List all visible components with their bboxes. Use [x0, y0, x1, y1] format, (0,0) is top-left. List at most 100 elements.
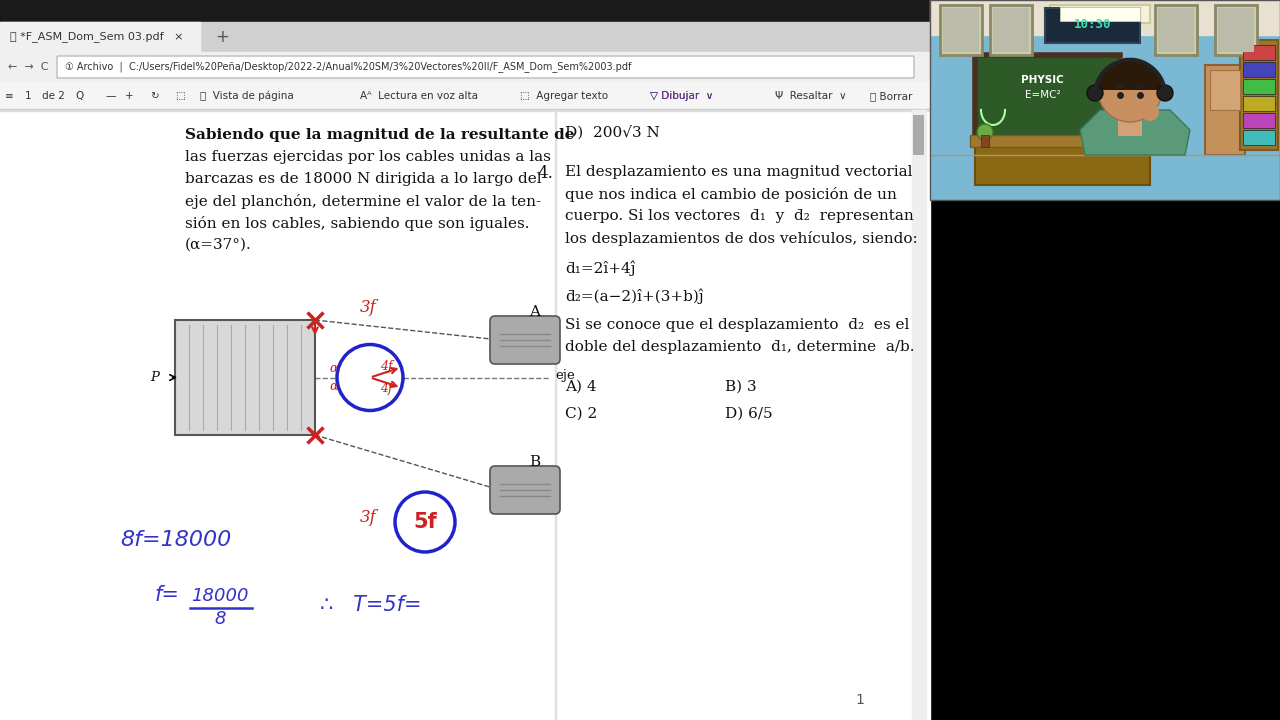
- FancyBboxPatch shape: [58, 56, 914, 78]
- Bar: [0, 22, 200, 52]
- Bar: [1158, 8, 1194, 52]
- Text: 🗎 *F_ASM_Dom_Sem 03.pdf   ×: 🗎 *F_ASM_Dom_Sem 03.pdf ×: [10, 32, 183, 42]
- Text: los desplazamientos de dos vehículos, siendo:: los desplazamientos de dos vehículos, si…: [564, 231, 918, 246]
- Wedge shape: [1098, 58, 1162, 90]
- Bar: [1215, 5, 1257, 55]
- Bar: [1210, 70, 1240, 110]
- Bar: [993, 8, 1029, 52]
- Circle shape: [1087, 85, 1103, 101]
- Bar: [1243, 96, 1275, 111]
- Text: α: α: [329, 380, 338, 393]
- Bar: [970, 135, 1155, 147]
- Bar: [0, 0, 931, 22]
- Bar: [975, 140, 1149, 185]
- Text: que nos indica el cambio de posición de un: que nos indica el cambio de posición de …: [564, 187, 897, 202]
- Text: doble del desplazamiento  d̄₁, determine  a/b.: doble del desplazamiento d̄₁, determine …: [564, 340, 914, 354]
- Bar: [1243, 45, 1275, 60]
- Bar: [911, 110, 925, 720]
- Bar: [1243, 130, 1275, 145]
- Text: ⬚: ⬚: [175, 91, 184, 101]
- Polygon shape: [1080, 110, 1190, 155]
- Bar: [1155, 5, 1197, 55]
- Text: B: B: [530, 455, 540, 469]
- Text: 4f: 4f: [380, 360, 393, 373]
- Bar: [975, 55, 1120, 140]
- Text: B) 3: B) 3: [724, 380, 756, 394]
- Bar: [913, 115, 924, 155]
- Bar: [1050, 5, 1149, 23]
- Text: ∴   T=5f=: ∴ T=5f=: [320, 595, 421, 615]
- Bar: [1204, 65, 1245, 155]
- Text: ▽ Dibujar  ∨: ▽ Dibujar ∨: [650, 91, 713, 101]
- Text: d̄₁=2î+4ĵ: d̄₁=2î+4ĵ: [564, 261, 635, 276]
- Text: +: +: [125, 91, 133, 101]
- FancyBboxPatch shape: [490, 466, 561, 514]
- Circle shape: [1140, 103, 1158, 121]
- Text: las fuerzas ejercidas por los cables unidas a las: las fuerzas ejercidas por los cables uni…: [186, 150, 550, 164]
- Text: barcazas es de 18000 N dirigida a lo largo del: barcazas es de 18000 N dirigida a lo lar…: [186, 172, 541, 186]
- Bar: [0, 50, 200, 52]
- Bar: [0, 22, 931, 52]
- Text: 4.: 4.: [538, 165, 553, 182]
- Text: 18000: 18000: [191, 587, 248, 605]
- Text: eje: eje: [556, 369, 575, 382]
- Text: (α=37°).: (α=37°).: [186, 238, 252, 252]
- Text: Aᴬ  Lectura en voz alta: Aᴬ Lectura en voz alta: [360, 91, 477, 101]
- Bar: [931, 0, 1280, 35]
- Text: sión en los cables, sabiendo que son iguales.: sión en los cables, sabiendo que son igu…: [186, 216, 530, 231]
- Bar: [1060, 7, 1140, 21]
- Bar: [931, 0, 1280, 200]
- Text: A) 4: A) 4: [564, 380, 596, 394]
- Text: 3f: 3f: [360, 300, 376, 317]
- Text: Si se conoce que el desplazamiento  d̄₂  es el: Si se conoce que el desplazamiento d̄₂ e…: [564, 318, 909, 332]
- Bar: [0, 110, 931, 111]
- Text: ⎕  Vista de página: ⎕ Vista de página: [200, 91, 293, 102]
- Text: ←  →  C: ← → C: [8, 62, 49, 72]
- Bar: [1243, 79, 1275, 94]
- Text: ≡: ≡: [5, 91, 14, 101]
- Text: 8: 8: [214, 610, 225, 628]
- Text: ⬚  Agregar texto: ⬚ Agregar texto: [520, 91, 608, 101]
- Bar: [0, 52, 931, 82]
- Bar: [175, 320, 315, 435]
- Text: 1: 1: [855, 693, 864, 707]
- Bar: [1044, 8, 1140, 43]
- Text: α: α: [329, 362, 338, 375]
- Bar: [1240, 40, 1277, 150]
- Circle shape: [1092, 89, 1103, 101]
- Text: 1: 1: [26, 91, 32, 101]
- Text: D) 6/5: D) 6/5: [724, 407, 773, 421]
- Bar: [1243, 113, 1275, 128]
- Text: de 2: de 2: [42, 91, 65, 101]
- Text: E=MC²: E=MC²: [1025, 90, 1060, 100]
- Bar: [0, 110, 931, 720]
- Text: 10:30: 10:30: [1074, 19, 1112, 32]
- Bar: [943, 8, 979, 52]
- Circle shape: [1098, 58, 1162, 122]
- Bar: [1117, 118, 1142, 136]
- Text: d̄₂=(a−2)î+(3+b)ĵ: d̄₂=(a−2)î+(3+b)ĵ: [564, 288, 704, 304]
- Text: D)  200√3 N: D) 200√3 N: [564, 125, 659, 140]
- Text: Q: Q: [76, 91, 83, 101]
- Bar: [1219, 8, 1254, 52]
- Text: Ψ  Resaltar  ∨: Ψ Resaltar ∨: [774, 91, 846, 101]
- Circle shape: [1156, 89, 1169, 101]
- Text: P: P: [150, 371, 159, 384]
- Text: A: A: [530, 305, 540, 319]
- Text: Sabiendo que la magnitud de la resultante de: Sabiendo que la magnitud de la resultant…: [186, 128, 575, 142]
- Bar: [931, 0, 1280, 200]
- Text: 5f: 5f: [413, 512, 436, 532]
- FancyBboxPatch shape: [490, 316, 561, 364]
- Bar: [0, 82, 931, 110]
- Text: 8f=18000: 8f=18000: [120, 530, 232, 550]
- Text: cuerpo. Si los vectores  d̄₁  y  d̄₂  representan: cuerpo. Si los vectores d̄₁ y d̄₂ repres…: [564, 209, 914, 223]
- Text: 3f: 3f: [360, 510, 376, 526]
- Bar: [1243, 62, 1275, 77]
- Bar: [940, 5, 982, 55]
- Bar: [989, 5, 1032, 55]
- Circle shape: [1157, 85, 1172, 101]
- Circle shape: [337, 344, 403, 410]
- Text: —: —: [105, 91, 115, 101]
- Bar: [0, 109, 931, 110]
- Text: ⬧ Borrar: ⬧ Borrar: [870, 91, 913, 101]
